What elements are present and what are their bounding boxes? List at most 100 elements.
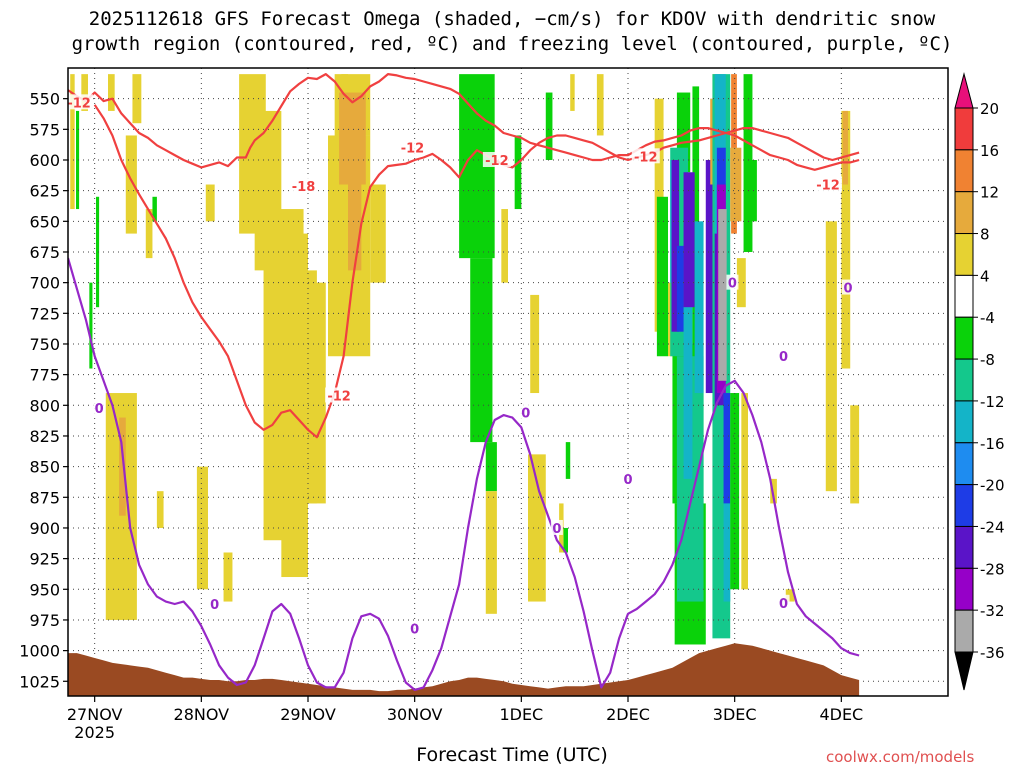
contour-label-13: 0 xyxy=(728,277,737,292)
omega-shade-4 xyxy=(125,135,137,234)
omega-shade-56 xyxy=(683,172,695,308)
contour-label-4: -12 xyxy=(816,179,840,194)
y-tick-label-950: 950 xyxy=(29,580,60,599)
y-tick-label-625: 625 xyxy=(29,182,60,201)
omega-shade-68 xyxy=(723,503,731,602)
omega-shade-73 xyxy=(741,393,748,590)
omega-shade-13 xyxy=(196,466,208,590)
omega-shade-0 xyxy=(70,74,75,210)
omega-shade-11 xyxy=(119,417,126,516)
omega-shade-7 xyxy=(96,196,100,308)
contour-label-5: -18 xyxy=(292,180,316,195)
omega-shade-43 xyxy=(656,196,668,357)
y-tick-label-900: 900 xyxy=(29,519,60,538)
contour-label-9: 0 xyxy=(410,623,419,638)
omega-shade-77 xyxy=(785,589,795,602)
omega-shade-55 xyxy=(676,245,684,332)
omega-shade-72 xyxy=(730,393,740,590)
contour-label-bg-13 xyxy=(726,274,739,290)
colorbar-label-8: -16 xyxy=(980,435,1005,453)
plot-background xyxy=(68,68,948,696)
y-tick-label-650: 650 xyxy=(29,212,60,231)
omega-shade-14 xyxy=(156,491,164,528)
x-tick-label-3DEC: 3DEC xyxy=(713,705,757,724)
colorbar-label-10: -24 xyxy=(980,518,1005,536)
y-tick-label-975: 975 xyxy=(29,611,60,630)
x-tick-label-28NOV: 28NOV xyxy=(174,705,230,724)
omega-shade-81 xyxy=(850,405,860,504)
omega-shade-70 xyxy=(730,147,742,222)
colorbar-box-5 xyxy=(954,316,974,360)
y-tick-label-750: 750 xyxy=(29,335,60,354)
omega-shade-41 xyxy=(596,74,604,136)
y-tick-label-850: 850 xyxy=(29,458,60,477)
colorbar-box-3 xyxy=(954,233,974,276)
contour-label-bg-6 xyxy=(325,387,354,403)
omega-shade-9 xyxy=(145,209,153,259)
omega-shade-31 xyxy=(485,491,497,614)
colorbar-box-0 xyxy=(954,107,974,151)
omega-shade-29 xyxy=(470,258,493,443)
colorbar-top-arrow xyxy=(954,72,974,109)
colorbar-label-2: 12 xyxy=(980,184,999,202)
contour-label-bg-1 xyxy=(398,139,427,155)
contour-label-12: 0 xyxy=(623,473,632,488)
contour-label-bg-3 xyxy=(631,148,660,164)
contour-label-bg-11 xyxy=(550,519,563,535)
contour-label-16: 0 xyxy=(843,282,852,297)
plot-layer: -12 -12 -12 -12 -12 -18 -12 0 0 0 0 0 0 0 0 0 0 xyxy=(67,68,948,696)
omega-shade-33 xyxy=(501,209,508,283)
omega-shade-24 xyxy=(339,92,366,185)
contour-label-bg-4 xyxy=(814,176,842,192)
omega-shade-27 xyxy=(370,184,386,283)
colorbar-label-7: -12 xyxy=(980,393,1005,411)
colorbar-box-6 xyxy=(954,358,974,402)
omega-shade-66 xyxy=(718,209,727,381)
x-tick-label-30NOV: 30NOV xyxy=(387,705,443,724)
omega-shade-1 xyxy=(81,74,88,111)
colorbar-label-4: 4 xyxy=(980,267,990,285)
x-tick-label-4DEC: 4DEC xyxy=(819,705,863,724)
omega-shade-6 xyxy=(89,282,93,369)
contour-label-8: 0 xyxy=(210,598,219,613)
y-tick-label-725: 725 xyxy=(29,304,60,323)
y-tick-label-875: 875 xyxy=(29,488,60,507)
colorbar-box-7 xyxy=(954,400,974,444)
colorbar-label-12: -32 xyxy=(980,602,1005,620)
y-tick-label-825: 825 xyxy=(29,427,60,446)
x-tick-label-2DEC: 2DEC xyxy=(606,705,650,724)
contour-label-6: -12 xyxy=(327,389,351,404)
omega-shade-20 xyxy=(223,552,233,602)
contour-label-bg-14 xyxy=(777,348,790,364)
omega-shade-37 xyxy=(565,442,571,479)
contour-label-7: 0 xyxy=(95,402,104,417)
contour-label-bg-12 xyxy=(622,470,634,486)
ground-fill xyxy=(68,643,860,696)
colorbar-label-5: -4 xyxy=(980,309,995,327)
y-tick-label-800: 800 xyxy=(29,396,60,415)
omega-shade-2 xyxy=(108,74,115,111)
contour-label-0: -12 xyxy=(67,96,91,111)
contour-label-bg-8 xyxy=(208,596,221,612)
contour-label-1: -12 xyxy=(401,142,425,157)
contour-label-bg-16 xyxy=(842,279,854,295)
colorbar-label-6: -8 xyxy=(980,351,995,369)
colorbar-box-10 xyxy=(954,525,974,569)
colorbar-label-11: -28 xyxy=(980,560,1005,578)
contour-series-2 xyxy=(68,257,860,691)
omega-shade-54 xyxy=(671,159,680,332)
omega-shade-79 xyxy=(841,110,851,369)
colorbar-box-4 xyxy=(954,274,974,318)
omega-shade-12 xyxy=(205,184,215,222)
colorbar-label-9: -20 xyxy=(980,477,1005,495)
omega-shade-78 xyxy=(825,221,837,492)
y-tick-label-775: 775 xyxy=(29,366,60,385)
omega-shade-34 xyxy=(530,294,540,394)
omega-shade-40 xyxy=(570,74,575,111)
contour-label-bg-10 xyxy=(519,404,532,420)
omega-shade-26 xyxy=(310,282,326,504)
y-tick-label-1025: 1025 xyxy=(19,672,60,691)
y-tick-label-550: 550 xyxy=(29,90,60,109)
